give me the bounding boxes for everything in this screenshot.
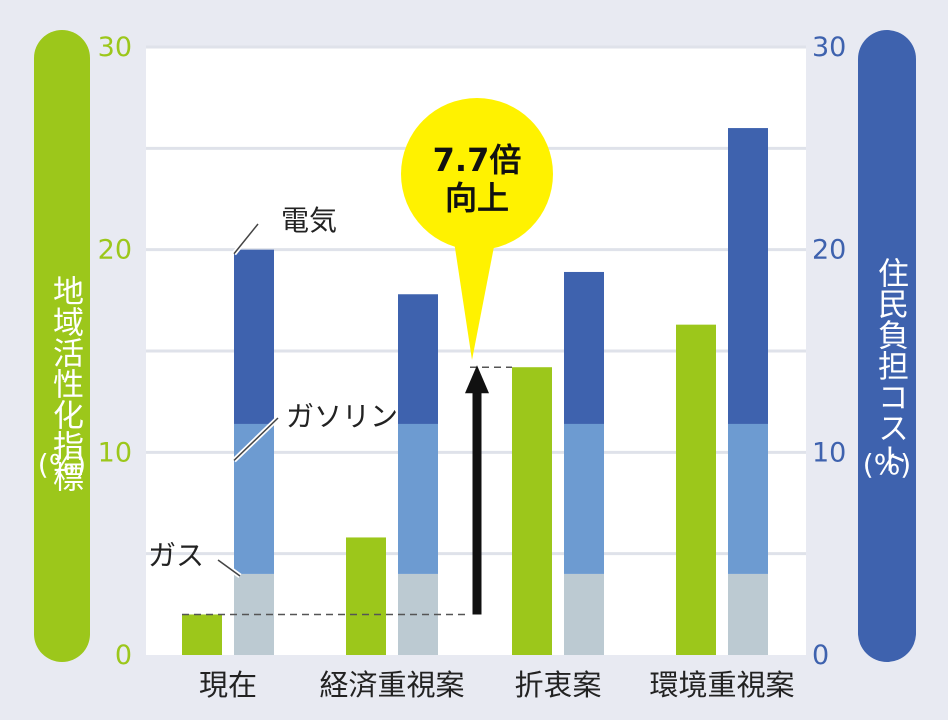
cost-bar-gasoline	[728, 423, 768, 574]
right-axis-title: 住民負担コスト	[872, 256, 908, 474]
cost-bar-gasoline	[398, 423, 438, 574]
right-tick-label: 20	[812, 235, 846, 266]
left-tick-label: 20	[98, 235, 132, 266]
callout-bubble	[401, 98, 553, 250]
activity-bar	[182, 614, 222, 655]
leader-line	[233, 417, 279, 461]
category-label: 折衷案	[514, 668, 601, 702]
label-electric: 電気	[281, 204, 337, 237]
improvement-arrow-head	[465, 365, 489, 394]
callout-line2: 向上	[445, 179, 509, 217]
cost-bar-electric	[398, 294, 438, 424]
cost-bar-gas	[728, 573, 768, 655]
left-axis-pill: 地域活性化指標 (%)	[34, 30, 90, 662]
label-gas: ガス	[148, 539, 204, 572]
left-axis-unit: (%)	[37, 448, 87, 481]
category-label: 経済重視案	[319, 668, 464, 702]
right-axis-pill: 住民負担コスト (%)	[858, 30, 916, 662]
activity-bar	[346, 537, 386, 655]
left-axis-title: 地域活性化指標	[47, 274, 83, 492]
right-axis-unit: (%)	[862, 448, 912, 481]
activity-bar	[512, 367, 552, 655]
cost-bar-electric	[234, 249, 274, 424]
left-tick-label: 30	[98, 32, 132, 63]
right-tick-label: 30	[812, 32, 846, 63]
activity-bar	[676, 324, 716, 655]
cost-bar-electric	[728, 128, 768, 424]
right-tick-label: 10	[812, 437, 846, 468]
right-tick-label: 0	[812, 640, 829, 671]
callout-tail	[452, 226, 498, 360]
category-label: 環境重視案	[649, 668, 794, 702]
cost-bar-gasoline	[234, 423, 274, 574]
callout-line1: 7.7倍	[433, 141, 522, 179]
left-tick-label: 0	[115, 640, 132, 671]
cost-bar-electric	[564, 271, 604, 424]
leader-line	[217, 559, 241, 577]
leader-line	[233, 223, 259, 255]
category-label: 現在	[199, 668, 257, 702]
cost-bar-gasoline	[564, 423, 604, 574]
cost-bar-gas	[564, 573, 604, 655]
label-gasoline: ガソリン	[286, 400, 398, 433]
left-tick-label: 10	[98, 437, 132, 468]
